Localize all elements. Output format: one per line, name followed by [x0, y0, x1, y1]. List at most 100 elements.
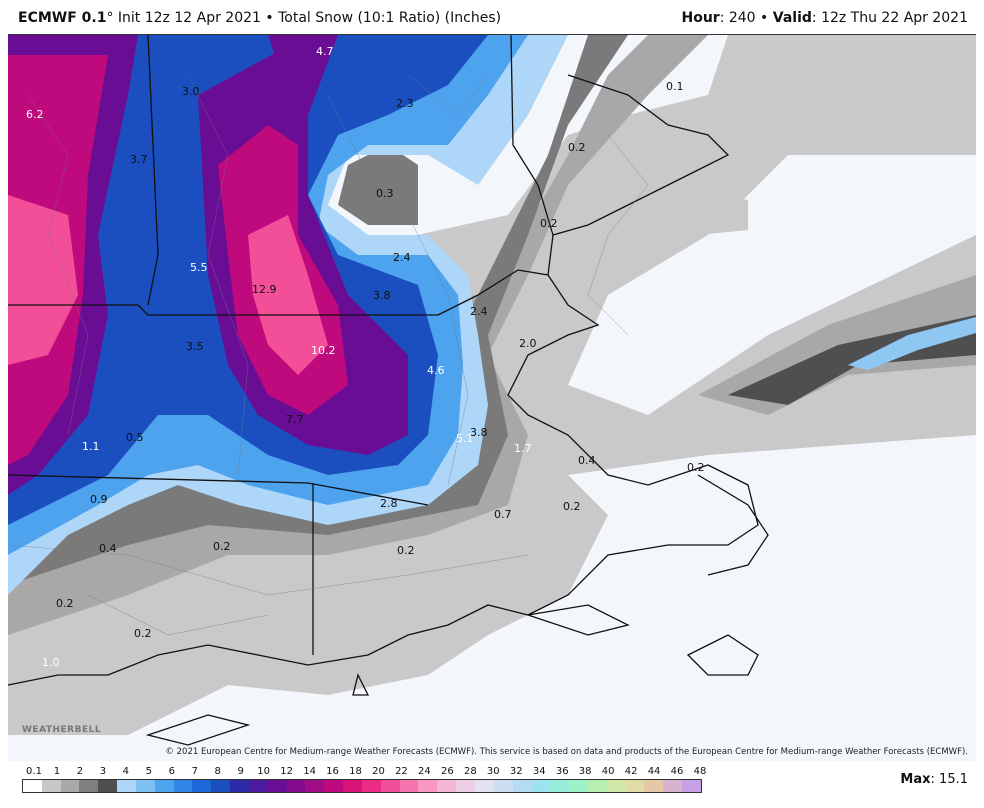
legend-color-swatch: [493, 780, 513, 792]
snow-value: 7.7: [286, 413, 304, 426]
legend-color-swatch: [456, 780, 475, 792]
legend-tick-label: 18: [349, 766, 362, 777]
snow-value: 3.8: [470, 426, 488, 439]
legend-color-swatch: [474, 780, 494, 792]
ecmwf-credit: © 2021 European Centre for Medium-range …: [165, 747, 968, 757]
legend-tick-label: 2: [76, 766, 84, 777]
legend-tick-label: 0.1: [26, 766, 42, 777]
weatherbell-logo: WEATHERBELL: [22, 725, 102, 735]
legend-color-swatch: [211, 780, 231, 792]
snow-value: 5.1: [456, 432, 474, 445]
legend-color-swatch: [361, 780, 381, 792]
legend-tick-label: 44: [647, 766, 661, 777]
legend-tick-label: 24: [418, 766, 431, 777]
model-name: ECMWF 0.1: [18, 10, 107, 26]
legend-tick-label: 3: [99, 766, 107, 777]
snow-value: 0.2: [540, 217, 558, 230]
legend-color-swatch: [248, 780, 268, 792]
max-value: : 15.1: [930, 772, 968, 787]
snow-value: 2.4: [470, 305, 488, 318]
snow-value: 0.2: [213, 540, 231, 553]
legend-color-swatch: [230, 780, 249, 792]
snow-value: 1.0: [42, 656, 60, 669]
legend-tick-label: 9: [237, 766, 244, 777]
legend-tick-label: 5: [145, 766, 152, 777]
legend-color-swatch: [587, 780, 607, 792]
legend-color-swatch: [173, 780, 193, 792]
legend-color-swatch: [305, 780, 325, 792]
county-lines: [8, 74, 649, 636]
snow-value: 2.4: [393, 251, 411, 264]
snow-value: 2.3: [396, 97, 414, 110]
legend-color-swatch: [512, 780, 532, 792]
legend-color-swatch: [60, 780, 80, 792]
state-borders: [8, 35, 769, 746]
legend-tick-label: 36: [555, 766, 569, 777]
valid-label: Valid: [772, 10, 812, 26]
map-canvas: [8, 35, 976, 746]
color-legend: 0.1 1 2 3 4 5 6 7 8 9 10 12 14 16 18 20 22 24 26 28 30 32 34 36…: [0, 762, 984, 808]
legend-tick-label: 6: [168, 766, 175, 777]
hour-label: Hour: [681, 10, 720, 26]
header: ECMWF 0.1° Init 12z 12 Apr 2021 • Total …: [0, 0, 984, 34]
legend-color-swatch: [41, 780, 61, 792]
legend-tick-label: 14: [303, 766, 316, 777]
title-left: ECMWF 0.1° Init 12z 12 Apr 2021 • Total …: [18, 10, 501, 26]
legend-tick-label: 20: [372, 766, 385, 777]
legend-color-swatch: [192, 780, 212, 792]
legend-tick-label: 1: [53, 766, 61, 777]
snow-value: 12.9: [252, 283, 277, 296]
snow-value: 1.7: [514, 442, 532, 455]
snow-value: 0.4: [99, 542, 117, 555]
snow-value: 4.6: [427, 364, 445, 377]
legend-color-swatch: [437, 780, 457, 792]
snow-value: 10.2: [311, 344, 336, 357]
legend-color-swatch: [531, 780, 551, 792]
snow-value: 0.7: [494, 508, 512, 521]
legend-tick-label: 10: [257, 766, 271, 777]
snow-value: 0.2: [56, 597, 74, 610]
legend-tick-label: 12: [280, 766, 293, 777]
hour-value: : 240: [719, 10, 756, 26]
legend-color-swatch: [79, 780, 99, 792]
snow-value: 2.0: [519, 337, 537, 350]
legend-tick-label: 7: [191, 766, 198, 777]
legend-tick-label: 32: [509, 766, 523, 777]
legend-color-swatch: [644, 780, 664, 792]
legend-color-swatch: [135, 780, 155, 792]
legend-color-swatch: [606, 780, 626, 792]
legend-tick-label: 38: [578, 766, 592, 777]
legend-tick-label: 34: [532, 766, 546, 777]
legend-color-swatch: [418, 780, 438, 792]
separator: •: [755, 10, 773, 26]
snow-value: 5.5: [190, 261, 208, 274]
legend-color-swatch: [569, 780, 588, 792]
snow-value: 1.1: [82, 440, 100, 453]
legend-color-swatch: [663, 780, 682, 792]
snow-value: 3.5: [186, 340, 204, 353]
max-label: Max: [900, 772, 931, 787]
snow-value: 0.3: [376, 187, 394, 200]
snow-value: 4.7: [316, 45, 334, 58]
title-right: Hour: 240 • Valid: 12z Thu 22 Apr 2021: [681, 10, 968, 26]
legend-tick-label: 40: [601, 766, 615, 777]
legend-tick-label: 42: [624, 766, 638, 777]
legend-tick-label: 16: [326, 766, 339, 777]
snow-value: 0.2: [687, 461, 705, 474]
legend-tick-label: 48: [693, 766, 707, 777]
max-readout: Max: 15.1: [900, 772, 968, 787]
snow-map[interactable]: WEATHERBELL © 2021 European Centre for M…: [8, 34, 976, 761]
legend-color-swatch: [324, 780, 344, 792]
snow-value: 6.2: [26, 108, 44, 121]
snow-value: 0.2: [563, 500, 581, 513]
separator: •: [260, 10, 279, 26]
snow-value: 0.4: [578, 454, 596, 467]
snow-value: 3.7: [130, 153, 148, 166]
snow-value: 2.8: [380, 497, 398, 510]
legend-tick-label: 8: [214, 766, 221, 777]
legend-tick-label: 28: [463, 766, 477, 777]
snow-value: 3.8: [373, 289, 391, 302]
legend-color-swatch: [98, 780, 118, 792]
legend-color-swatch: [267, 780, 287, 792]
legend-color-swatch: [286, 780, 306, 792]
